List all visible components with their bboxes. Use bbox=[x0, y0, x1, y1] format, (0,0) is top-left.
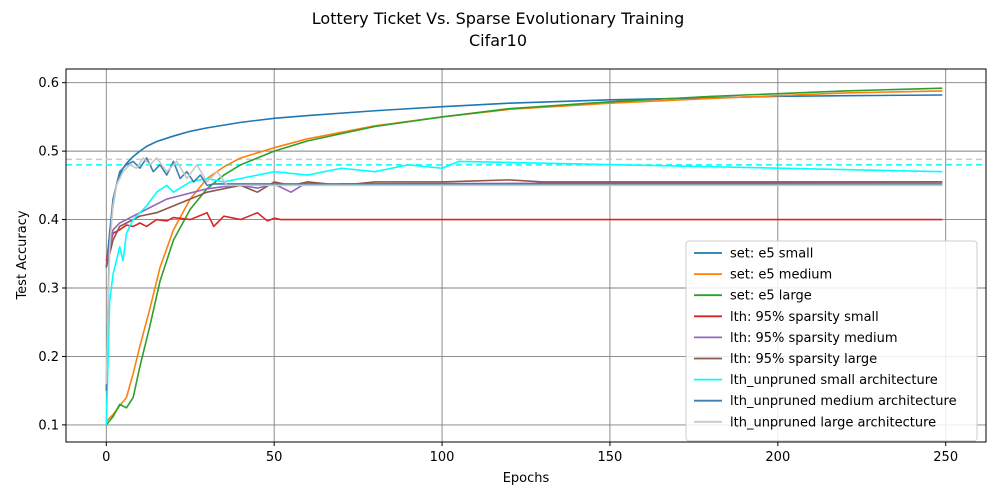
series-line-2 bbox=[105, 90, 943, 423]
x-axis-label: Epochs bbox=[503, 471, 550, 486]
y-tick-label: 0.2 bbox=[38, 350, 59, 365]
chart-subtitle: Cifar10 bbox=[469, 31, 527, 50]
legend-label: set: e5 small bbox=[730, 247, 813, 262]
series-line-1 bbox=[105, 94, 943, 268]
plot-frame bbox=[65, 68, 987, 443]
x-tick-label: 200 bbox=[765, 450, 790, 465]
legend-label: set: e5 large bbox=[730, 289, 812, 304]
legend-box bbox=[685, 240, 978, 442]
series-line-3 bbox=[105, 87, 943, 426]
axis-ticks: 0 50 100 150 200 250 0.1 0.2 0.3 0.4 0.5 0.6 bbox=[38, 76, 958, 465]
y-tick-label: 0.1 bbox=[38, 418, 59, 433]
legend-label: lth_unpruned large architecture bbox=[730, 415, 936, 430]
y-tick-label: 0.5 bbox=[38, 145, 59, 160]
x-tick-label: 150 bbox=[598, 450, 623, 465]
x-tick-label: 0 bbox=[102, 450, 110, 465]
y-tick-label: 0.3 bbox=[38, 282, 59, 297]
legend-label: lth: 95% sparsity large bbox=[730, 352, 877, 367]
series-lines bbox=[105, 87, 943, 426]
reference-lines bbox=[66, 158, 986, 166]
legend-label: lth_unpruned small architecture bbox=[730, 373, 938, 388]
series-line-4 bbox=[105, 211, 943, 261]
x-tick-label: 50 bbox=[266, 450, 283, 465]
x-tick-label: 250 bbox=[933, 450, 958, 465]
legend-label: set: e5 medium bbox=[730, 268, 832, 283]
legend: set: e5 small set: e5 medium set: e5 large… bbox=[685, 240, 978, 442]
chart-title: Lottery Ticket Vs. Sparse Evolutionary T… bbox=[312, 9, 684, 28]
y-tick-label: 0.6 bbox=[38, 76, 59, 91]
legend-label: lth: 95% sparsity small bbox=[730, 310, 879, 325]
legend-label: lth_unpruned medium architecture bbox=[730, 394, 957, 409]
y-tick-label: 0.4 bbox=[38, 213, 59, 228]
x-tick-label: 100 bbox=[430, 450, 455, 465]
legend-label: lth: 95% sparsity medium bbox=[730, 331, 898, 346]
series-line-9 bbox=[105, 157, 943, 384]
y-axis-label: Test Accuracy bbox=[15, 210, 30, 300]
series-line-7 bbox=[105, 160, 943, 425]
